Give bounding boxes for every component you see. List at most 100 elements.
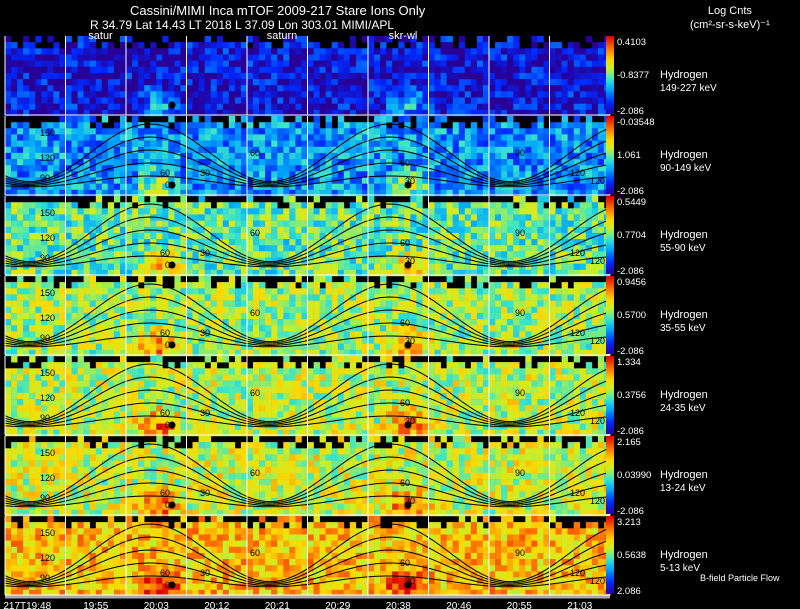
colorbar-min: -2.086: [617, 346, 644, 357]
contour-label: 30: [405, 176, 415, 186]
contour-label: 120: [570, 248, 585, 258]
contour-label: 90: [40, 173, 50, 183]
energy-label: 35-55 keV: [660, 323, 706, 334]
contour-label: 120: [570, 328, 585, 338]
panel-6: 150 120 90 60 30 0 60 30 60 90 120 120 2.165 0.03990 -…: [4, 436, 708, 517]
x-tick-label: 20:46: [446, 601, 471, 609]
contour-label: 120: [40, 473, 55, 483]
contour-label: 60: [160, 328, 170, 338]
contour-label: 60: [250, 468, 260, 478]
species-label: Hydrogen: [660, 149, 708, 161]
colorbar: [606, 116, 614, 194]
frame-target-label: skr-wl: [389, 30, 418, 42]
energy-label: 13-24 keV: [660, 483, 706, 494]
colorbar: [606, 196, 614, 274]
contour-label: 120: [570, 488, 585, 498]
contour-label: 120: [590, 256, 605, 266]
nadir-marker: [168, 181, 176, 189]
contour-label: 150: [40, 368, 55, 378]
colorbar-min: 2.086: [617, 586, 641, 597]
contour-label: 60: [400, 558, 410, 568]
contour-label: 30: [200, 328, 210, 338]
energy-label: 149-227 keV: [660, 83, 717, 94]
units-line-2: (cm²-sr-s-keV)⁻¹: [690, 19, 770, 31]
colorbar-max: 0.4103: [617, 37, 646, 48]
contour-label: 120: [590, 576, 605, 586]
contour-label: 90: [40, 493, 50, 503]
energy-label: 5-13 keV: [660, 563, 700, 574]
contour-label: 120: [40, 313, 55, 323]
contour-label: 120: [590, 496, 605, 506]
colorbar: [606, 276, 614, 354]
contour-label: 120: [590, 416, 605, 426]
colorbar: [606, 516, 614, 594]
colorbar-mid: 1.061: [617, 150, 641, 161]
contour-label: 120: [570, 408, 585, 418]
contour-label: 90: [40, 333, 50, 343]
chart-title: Cassini/MIMI Inca mTOF 2009-217 Stare Io…: [130, 3, 426, 18]
contour-label: 30: [405, 576, 415, 586]
colorbar-max: 0.5449: [617, 197, 646, 208]
nadir-marker: [404, 181, 412, 189]
contour-label: 150: [40, 128, 55, 138]
contour-label: 0: [165, 260, 170, 270]
contour-label: 60: [160, 488, 170, 498]
contour-label: 90: [515, 388, 525, 398]
x-tick-label: 20:12: [204, 601, 229, 609]
contour-label: 30: [405, 256, 415, 266]
colorbar: [606, 36, 614, 114]
contour-label: 120: [40, 233, 55, 243]
colorbar-min: -2.086: [617, 186, 644, 197]
colorbar: [606, 356, 614, 434]
x-tick-label: 20:21: [265, 601, 290, 609]
contour-label: 60: [250, 228, 260, 238]
contour-label: 0: [165, 500, 170, 510]
units-line-1: Log Cnts: [707, 5, 752, 17]
contour-label: 0: [165, 180, 170, 190]
nadir-marker: [168, 581, 176, 589]
colorbar-max: 2.165: [617, 437, 641, 448]
species-label: Hydrogen: [660, 389, 708, 401]
contour-label: 60: [250, 308, 260, 318]
colorbar-min: -2.086: [617, 266, 644, 277]
energy-label: 24-35 keV: [660, 403, 706, 414]
contour-label: 120: [40, 553, 55, 563]
contour-label: 30: [200, 408, 210, 418]
x-tick-label: 20:55: [507, 601, 532, 609]
nadir-marker: [404, 261, 412, 269]
panel-4: 150 120 90 60 30 0 60 30 60 90 120 120 0.9456 0.5700 -…: [4, 276, 708, 357]
colorbar-mid: 0.5700: [617, 310, 646, 321]
colorbar-mid: 0.3756: [617, 390, 646, 401]
colorbar-min: -2.086: [617, 426, 644, 437]
panel-3: 150 120 90 60 30 0 60 30 60 90 120 120 0.5449 0.7704 -…: [4, 196, 708, 277]
contour-label: 90: [515, 308, 525, 318]
contour-label: 60: [160, 568, 170, 578]
energy-label: 55-90 keV: [660, 243, 706, 254]
x-tick-label: 21:03: [567, 601, 592, 609]
colorbar-max: 3.213: [617, 517, 641, 528]
nadir-marker: [404, 341, 412, 349]
contour-label: 150: [40, 208, 55, 218]
colorbar-mid: -0.8377: [617, 70, 649, 81]
nadir-marker: [168, 101, 176, 109]
contour-label: 60: [250, 388, 260, 398]
contour-label: 60: [400, 398, 410, 408]
panel-7: 150 120 90 60 30 0 60 30 60 90 120 120 3.213 0.5638 2.…: [4, 516, 708, 597]
contour-label: 90: [40, 253, 50, 263]
colorbar-min: -2.086: [617, 506, 644, 517]
colorbar-units: Log Cnts (cm²-sr-s-keV)⁻¹: [690, 4, 770, 32]
contour-label: 60: [400, 478, 410, 488]
nadir-marker: [168, 261, 176, 269]
orbit-info: R 34.79 Lat 14.43 LT 2018 L 37.09 Lon 30…: [90, 18, 394, 32]
species-label: Hydrogen: [660, 309, 708, 321]
nadir-marker: [168, 421, 176, 429]
contour-label: 0: [165, 420, 170, 430]
contour-label: 60: [160, 168, 170, 178]
flow-label: B-field Particle Flow: [700, 573, 780, 583]
x-tick-label: 20:38: [386, 601, 411, 609]
contour-label: 120: [570, 568, 585, 578]
contour-label: 60: [250, 548, 260, 558]
contour-label: 60: [400, 158, 410, 168]
contour-label: 120: [590, 176, 605, 186]
contour-label: 90: [40, 413, 50, 423]
